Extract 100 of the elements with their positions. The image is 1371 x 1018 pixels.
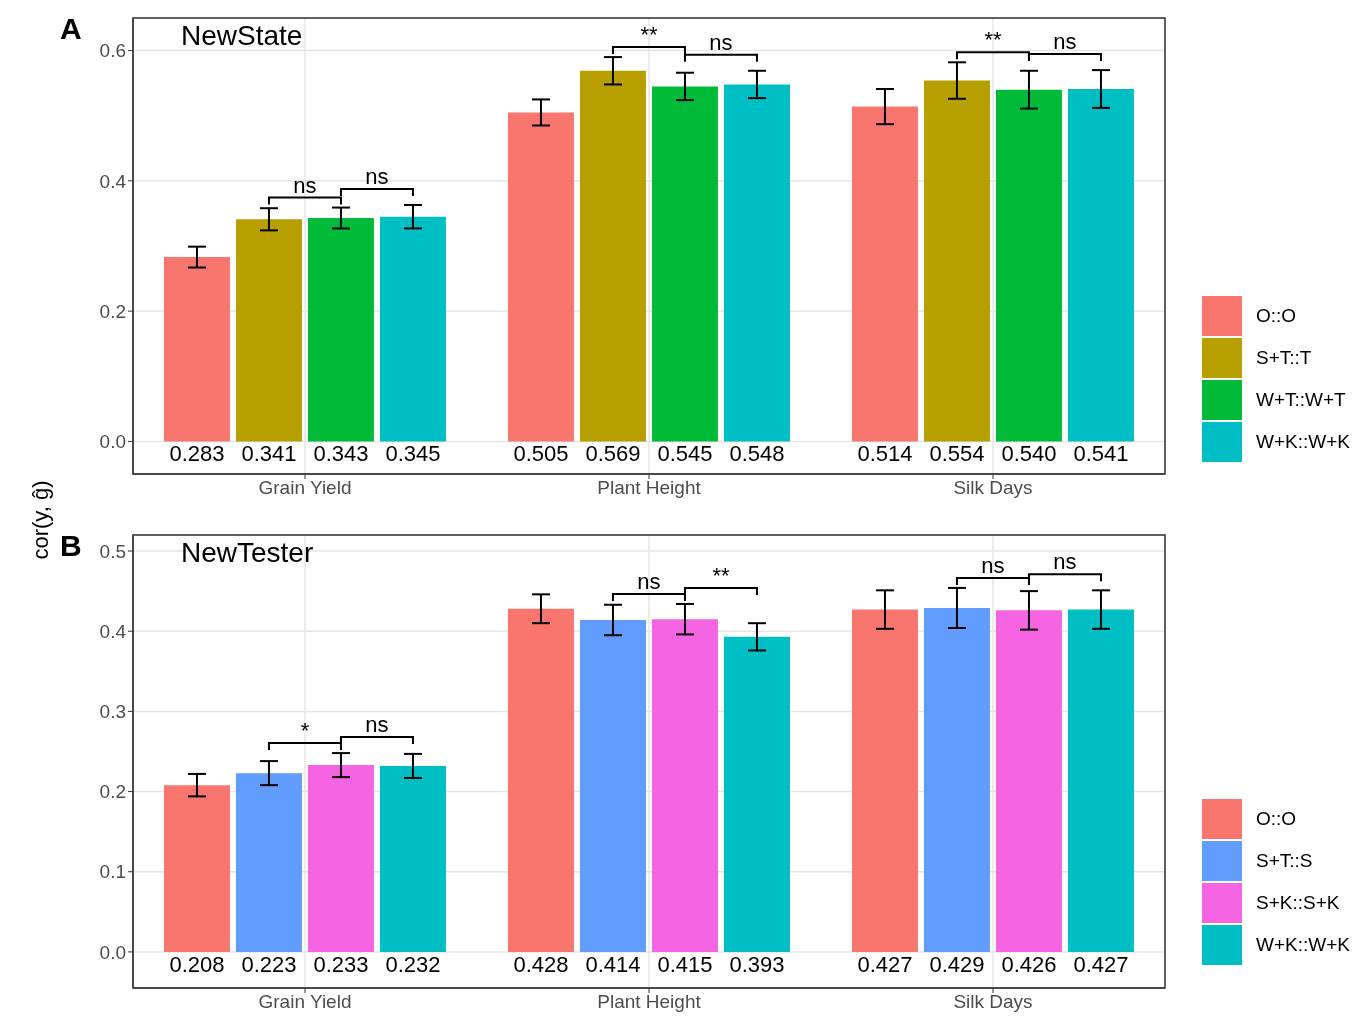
- y-tick-label: 0.5: [99, 540, 126, 562]
- data-label: 0.569: [585, 441, 641, 467]
- y-tick-label: 0.0: [99, 431, 126, 453]
- data-label: 0.540: [1001, 441, 1057, 467]
- bar: [507, 608, 574, 952]
- significance-bracket: *: [267, 718, 342, 752]
- data-label: 0.541: [1073, 441, 1129, 467]
- bar: [923, 80, 990, 442]
- bar: [307, 217, 374, 442]
- bar: [995, 89, 1062, 442]
- legend-label: W+K::W+K: [1256, 431, 1350, 453]
- annotation: **: [640, 22, 658, 48]
- legend-label: S+K::S+K: [1256, 892, 1340, 914]
- annotation: ns: [637, 568, 661, 594]
- chart-title: NewTester: [181, 537, 314, 569]
- bar: [723, 84, 790, 442]
- y-tick-label: 0.4: [99, 170, 127, 192]
- significance-bracket: ns: [267, 172, 342, 206]
- bar: [307, 765, 374, 952]
- bar: [1067, 89, 1134, 442]
- bar: [163, 785, 230, 952]
- bar: [1067, 609, 1134, 952]
- data-label: 0.232: [385, 951, 441, 977]
- legend-label: S+T::S: [1256, 850, 1313, 872]
- x-tick-label: Grain Yield: [258, 477, 352, 499]
- annotation: **: [712, 562, 730, 588]
- annotation: ns: [293, 172, 317, 198]
- bar: [723, 636, 790, 952]
- data-label: 0.233: [313, 951, 369, 977]
- x-tick-label: Silk Days: [953, 477, 1033, 499]
- data-label: 0.283: [169, 441, 225, 467]
- annotation: *: [300, 718, 310, 744]
- significance-bracket: **: [683, 562, 758, 596]
- data-label: 0.427: [857, 951, 913, 977]
- x-tick-label: Grain Yield: [258, 991, 352, 1013]
- significance-bracket: ns: [1027, 29, 1102, 63]
- data-label: 0.428: [513, 951, 569, 977]
- data-label: 0.341: [241, 441, 297, 467]
- significance-bracket: ns: [339, 163, 414, 197]
- bar: [163, 257, 230, 442]
- data-label: 0.514: [857, 441, 913, 467]
- data-label: 0.415: [657, 951, 713, 977]
- significance-bracket: **: [611, 22, 686, 56]
- data-label: 0.393: [729, 951, 785, 977]
- bar: [507, 112, 574, 442]
- data-label: 0.343: [313, 441, 369, 467]
- y-axis-title: cor(y, ĝ): [28, 480, 53, 560]
- y-tick-label: 0.6: [99, 40, 126, 62]
- bar: [651, 619, 718, 952]
- bar: [923, 607, 990, 952]
- annotation: **: [984, 27, 1002, 53]
- text: B: [60, 529, 82, 563]
- legend-label: W+K::W+K: [1256, 934, 1350, 956]
- data-label: 0.505: [513, 441, 569, 467]
- significance-bracket: ns: [955, 552, 1030, 586]
- annotation: ns: [365, 712, 389, 738]
- annotation: ns: [709, 29, 733, 55]
- annotation: ns: [365, 163, 389, 189]
- legend-label: W+T::W+T: [1256, 389, 1346, 411]
- data-label: 0.545: [657, 441, 713, 467]
- bar: [579, 70, 646, 442]
- bar: [851, 609, 918, 952]
- text: A: [60, 12, 82, 46]
- significance-bracket: ns: [1027, 549, 1102, 583]
- bar: [851, 106, 918, 442]
- bar: [235, 219, 302, 442]
- legend-label: S+T::T: [1256, 347, 1312, 369]
- data-label: 0.427: [1073, 951, 1129, 977]
- significance-bracket: ns: [683, 29, 758, 63]
- data-label: 0.429: [929, 951, 985, 977]
- bar: [235, 773, 302, 952]
- data-label: 0.208: [169, 951, 225, 977]
- legend-label: O::O: [1256, 305, 1297, 327]
- bar: [579, 619, 646, 952]
- y-tick-label: 0.3: [99, 701, 126, 723]
- significance-bracket: ns: [611, 568, 686, 602]
- y-tick-label: 0.1: [99, 861, 126, 883]
- data-label: 0.414: [585, 951, 641, 977]
- x-tick-label: Plant Height: [597, 477, 702, 499]
- y-tick-label: 0.0: [99, 941, 126, 963]
- legend-label: O::O: [1256, 808, 1297, 830]
- data-label: 0.426: [1001, 951, 1057, 977]
- chart-title: NewState: [181, 20, 303, 52]
- data-label: 0.223: [241, 951, 297, 977]
- data-label: 0.548: [729, 441, 785, 467]
- y-tick-label: 0.4: [99, 620, 127, 642]
- x-tick-label: Silk Days: [953, 991, 1033, 1013]
- bar: [995, 610, 1062, 952]
- bar: [651, 86, 718, 442]
- annotation: ns: [981, 552, 1005, 578]
- data-label: 0.345: [385, 441, 441, 467]
- y-tick-label: 0.2: [99, 300, 126, 322]
- x-tick-label: Plant Height: [597, 991, 702, 1013]
- annotation: ns: [1053, 29, 1077, 55]
- significance-bracket: ns: [339, 712, 414, 746]
- significance-bracket: **: [955, 27, 1030, 61]
- annotation: ns: [1053, 549, 1077, 575]
- data-label: 0.554: [929, 441, 985, 467]
- bar: [379, 216, 446, 442]
- bar: [379, 765, 446, 952]
